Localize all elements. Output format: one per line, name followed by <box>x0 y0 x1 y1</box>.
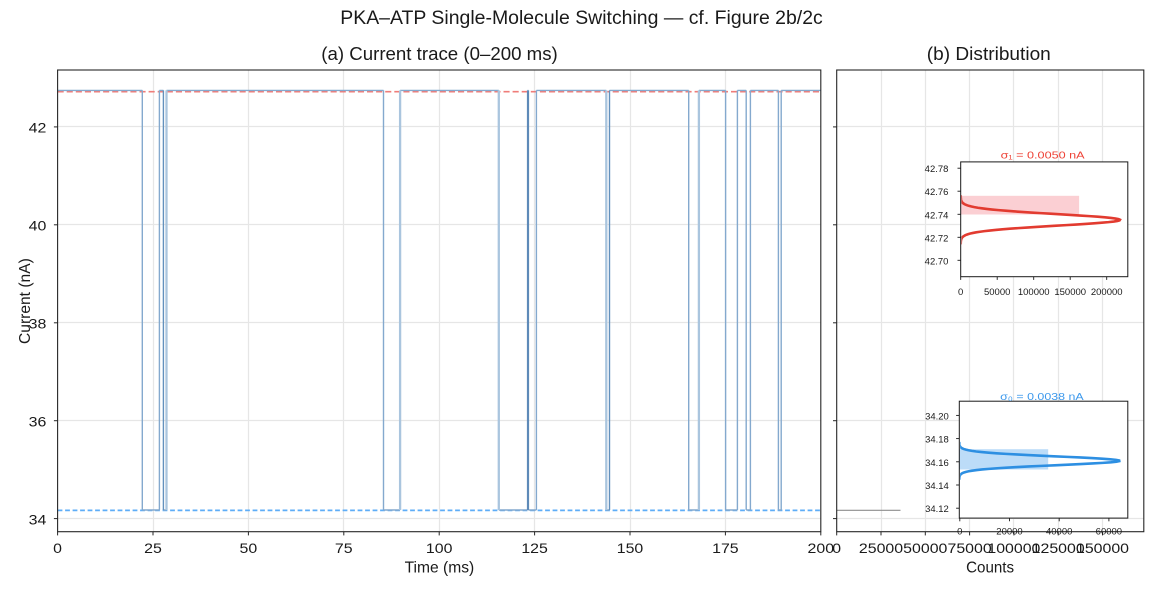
svg-text:20000: 20000 <box>996 526 1023 536</box>
svg-text:125: 125 <box>521 541 548 557</box>
svg-text:34.12: 34.12 <box>925 504 949 514</box>
svg-text:50000: 50000 <box>984 287 1011 297</box>
svg-text:34.16: 34.16 <box>925 458 949 468</box>
svg-text:150000: 150000 <box>1076 541 1129 557</box>
svg-text:40: 40 <box>29 219 47 235</box>
svg-text:Current (nA): Current (nA) <box>17 258 34 344</box>
svg-text:42: 42 <box>29 121 47 137</box>
svg-text:125000: 125000 <box>1032 541 1085 557</box>
svg-text:200000: 200000 <box>1091 287 1123 297</box>
svg-text:150: 150 <box>617 541 644 557</box>
svg-text:42.74: 42.74 <box>925 210 949 220</box>
svg-text:Counts: Counts <box>966 559 1014 576</box>
svg-text:42.70: 42.70 <box>925 256 949 266</box>
svg-text:150000: 150000 <box>1054 287 1086 297</box>
svg-text:40000: 40000 <box>1046 526 1073 536</box>
svg-text:34.14: 34.14 <box>925 481 949 491</box>
svg-text:0: 0 <box>958 287 963 297</box>
svg-text:75: 75 <box>335 541 353 557</box>
svg-text:175: 175 <box>712 541 739 557</box>
svg-text:0: 0 <box>957 526 962 536</box>
svg-text:25: 25 <box>144 541 162 557</box>
svg-text:σ₀ = 0.0038 nA: σ₀ = 0.0038 nA <box>1000 392 1084 403</box>
svg-text:100000: 100000 <box>1018 287 1050 297</box>
svg-text:σ₁ = 0.0050 nA: σ₁ = 0.0050 nA <box>1001 151 1085 162</box>
svg-text:100000: 100000 <box>987 541 1040 557</box>
svg-text:(a) Current trace (0–200 ms): (a) Current trace (0–200 ms) <box>321 44 558 64</box>
svg-text:PKA–ATP Single-Molecule Switch: PKA–ATP Single-Molecule Switching — cf. … <box>340 7 823 29</box>
svg-text:(b) Distribution: (b) Distribution <box>927 44 1051 64</box>
svg-text:34.20: 34.20 <box>925 411 949 421</box>
svg-text:34.18: 34.18 <box>925 435 949 445</box>
svg-text:34: 34 <box>29 512 47 528</box>
svg-text:Time (ms): Time (ms) <box>405 559 475 576</box>
svg-text:42.78: 42.78 <box>925 164 949 174</box>
svg-text:42.72: 42.72 <box>925 233 949 243</box>
svg-text:75000: 75000 <box>948 541 992 557</box>
svg-text:100: 100 <box>426 541 453 557</box>
svg-text:0: 0 <box>832 541 841 557</box>
svg-text:200: 200 <box>808 541 835 557</box>
svg-text:50: 50 <box>240 541 258 557</box>
svg-text:50000: 50000 <box>903 541 947 557</box>
svg-text:42.76: 42.76 <box>925 187 949 197</box>
svg-text:60000: 60000 <box>1096 526 1123 536</box>
svg-text:0: 0 <box>53 541 62 557</box>
svg-text:38: 38 <box>29 316 47 332</box>
svg-text:36: 36 <box>29 414 47 430</box>
svg-text:25000: 25000 <box>859 541 903 557</box>
